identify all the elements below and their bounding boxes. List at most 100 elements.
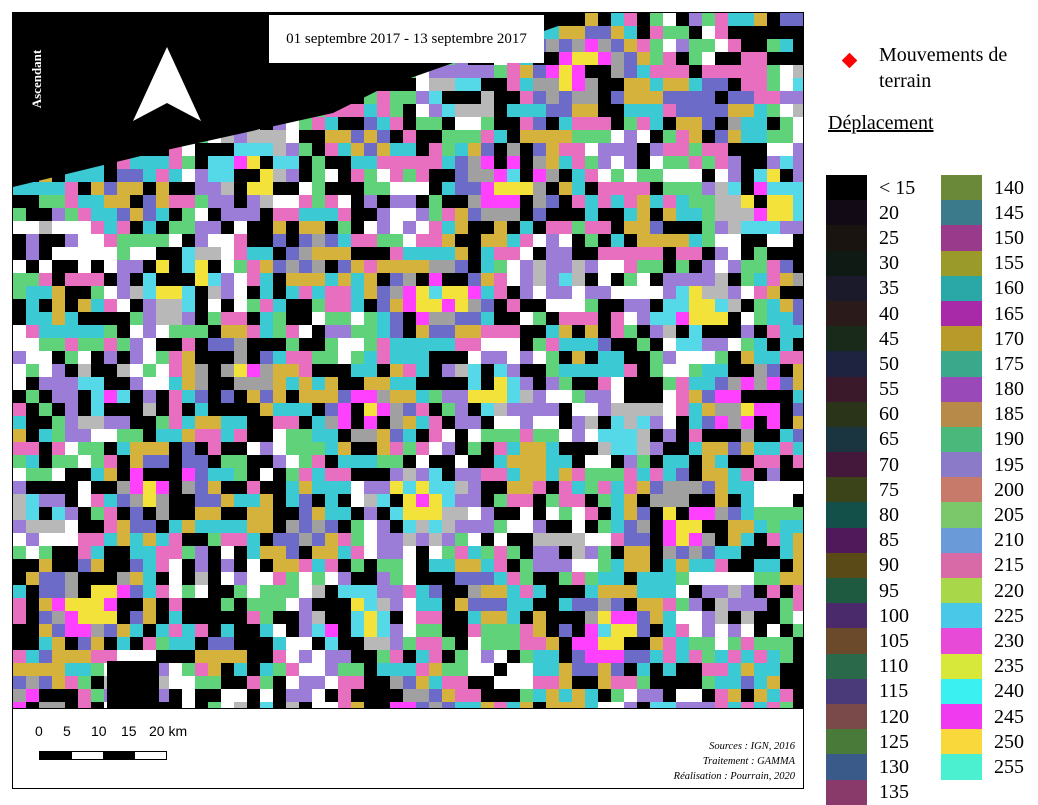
legend-class-label: 105 (879, 630, 909, 652)
legend-class-label: 195 (994, 454, 1024, 476)
legend-class-label: 185 (994, 403, 1024, 425)
legend-class: 40 (826, 301, 915, 326)
legend-swatch (826, 754, 867, 779)
legend-class-label: 165 (994, 303, 1024, 325)
legend-swatch (941, 351, 982, 376)
legend-class-label: 60 (879, 403, 899, 425)
legend-swatch (826, 679, 867, 704)
legend-class-label: 120 (879, 706, 909, 728)
legend-swatch (826, 603, 867, 628)
legend-class-label: 45 (879, 328, 899, 350)
legend-class-label: 130 (879, 756, 909, 778)
legend-swatch (941, 452, 982, 477)
legend-class: 215 (941, 553, 1024, 578)
legend-class: 145 (941, 200, 1024, 225)
legend-class-label: 150 (994, 227, 1024, 249)
scale-bar-segment (135, 752, 167, 759)
legend-swatch (826, 326, 867, 351)
legend-class-label: 170 (994, 328, 1024, 350)
legend-swatch (826, 402, 867, 427)
scale-tick-label: 20 km (149, 723, 187, 739)
credit-sources: Sources : IGN, 2016 (674, 739, 795, 754)
legend-class-label: 55 (879, 378, 899, 400)
legend-swatch (941, 578, 982, 603)
legend-class-label: 220 (994, 580, 1024, 602)
legend-class: 70 (826, 452, 915, 477)
legend-swatch (941, 175, 982, 200)
legend-swatch (826, 578, 867, 603)
legend-swatch (941, 754, 982, 779)
legend-class: 35 (826, 276, 915, 301)
legend-swatch (941, 427, 982, 452)
legend-swatch (826, 251, 867, 276)
scale-tick-label: 15 (121, 723, 149, 739)
legend-swatch (941, 225, 982, 250)
legend-swatch (941, 477, 982, 502)
legend-class: 100 (826, 603, 915, 628)
legend-class-label: 210 (994, 529, 1024, 551)
scale-bar-segment (103, 752, 135, 759)
legend-class: 235 (941, 654, 1024, 679)
legend-class: 175 (941, 351, 1024, 376)
legend-swatch (826, 351, 867, 376)
legend-class: 30 (826, 251, 915, 276)
legend-class: 85 (826, 528, 915, 553)
legend-class-label: 135 (879, 781, 909, 803)
legend-class: 245 (941, 704, 1024, 729)
legend-swatch (941, 301, 982, 326)
legend-swatch (826, 301, 867, 326)
legend-class: 80 (826, 502, 915, 527)
legend-swatch (826, 704, 867, 729)
legend-swatch (826, 377, 867, 402)
legend-class: 25 (826, 225, 915, 250)
legend-point-label: Mouvements de terrain (879, 42, 1038, 94)
legend-title: Déplacement (828, 112, 934, 135)
legend-class-label: 255 (994, 756, 1024, 778)
legend-class-label: 245 (994, 706, 1024, 728)
legend-class: 155 (941, 251, 1024, 276)
legend-class: 190 (941, 427, 1024, 452)
legend-swatch (941, 402, 982, 427)
legend-class-label: 200 (994, 479, 1024, 501)
legend-swatch (826, 528, 867, 553)
legend-swatch (941, 628, 982, 653)
legend-swatch (941, 251, 982, 276)
legend-class: 105 (826, 628, 915, 653)
legend-class-label: 80 (879, 504, 899, 526)
scale-bar (39, 751, 167, 760)
legend-class-label: 40 (879, 303, 899, 325)
legend-class-label: 250 (994, 731, 1024, 753)
legend-swatch (826, 452, 867, 477)
legend-class: 75 (826, 477, 915, 502)
interferogram-map[interactable]: Ascendant 01 septembre 2017 - 13 septemb… (12, 12, 804, 709)
legend-swatch (941, 704, 982, 729)
legend-class: 55 (826, 377, 915, 402)
no-data-area (107, 661, 159, 708)
legend-class: 220 (941, 578, 1024, 603)
legend-class-label: 215 (994, 554, 1024, 576)
legend-swatch (941, 553, 982, 578)
legend-swatch (826, 553, 867, 578)
legend-class-label: 30 (879, 252, 899, 274)
legend-swatch (941, 326, 982, 351)
legend-class-label: 230 (994, 630, 1024, 652)
legend-class: 210 (941, 528, 1024, 553)
legend-class: 205 (941, 502, 1024, 527)
legend-swatch (941, 729, 982, 754)
legend-class-label: 205 (994, 504, 1024, 526)
legend-class: 120 (826, 704, 915, 729)
legend-class: 165 (941, 301, 1024, 326)
legend-swatch (941, 654, 982, 679)
legend-class: 125 (826, 729, 915, 754)
legend-class-label: 190 (994, 428, 1024, 450)
legend-class: 20 (826, 200, 915, 225)
diamond-icon (842, 53, 858, 69)
credit-production: Réalisation : Pourrain, 2020 (674, 769, 795, 784)
legend-class: 250 (941, 729, 1024, 754)
legend-class: 255 (941, 754, 1024, 779)
legend-class: 50 (826, 351, 915, 376)
legend-column-left: < 15 20 25 30 35 40 45 50 55 60 65 70 75 80 85 90 95 100 1… (826, 175, 915, 805)
legend-class-label: 20 (879, 202, 899, 224)
legend-swatch (941, 679, 982, 704)
legend-class: 225 (941, 603, 1024, 628)
